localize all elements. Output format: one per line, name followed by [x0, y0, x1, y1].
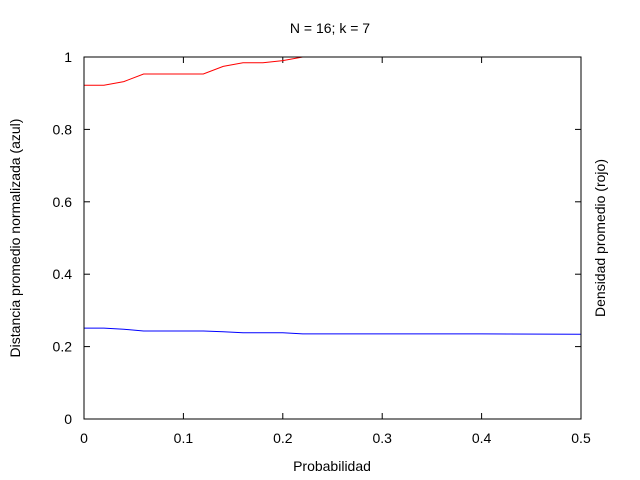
x-axis-label: Probabilidad [293, 458, 371, 474]
x-tick-label: 0.4 [472, 430, 492, 446]
series-line-blue [84, 327, 582, 335]
x-tick-label: 0 [80, 430, 88, 446]
x-tick-label: 0.3 [372, 430, 392, 446]
x-tick-label: 0.1 [174, 430, 194, 446]
y-tick-label: 1 [64, 49, 72, 65]
y-tick-label: 0.2 [53, 339, 73, 355]
chart-title: N = 16; k = 7 [290, 20, 370, 36]
y-axis-label: Distancia promedio normalizada (azul) [7, 119, 23, 358]
axis-ticks: 0 0.1 0.2 0.3 0.4 0.5 0 0.2 0.4 0.6 0.8 1 [53, 49, 591, 446]
y-tick-label: 0 [64, 411, 72, 427]
y2-axis-label: Densidad promedio (rojo) [592, 159, 608, 317]
x-tick-label: 0.5 [571, 430, 591, 446]
y-tick-label: 0.4 [53, 266, 73, 282]
series-group [84, 56, 582, 335]
y-tick-label: 0.6 [53, 194, 73, 210]
x-tick-label: 0.2 [273, 430, 293, 446]
series-line-red [84, 56, 323, 86]
y-tick-label: 0.8 [53, 121, 73, 137]
plot-frame [83, 56, 582, 420]
